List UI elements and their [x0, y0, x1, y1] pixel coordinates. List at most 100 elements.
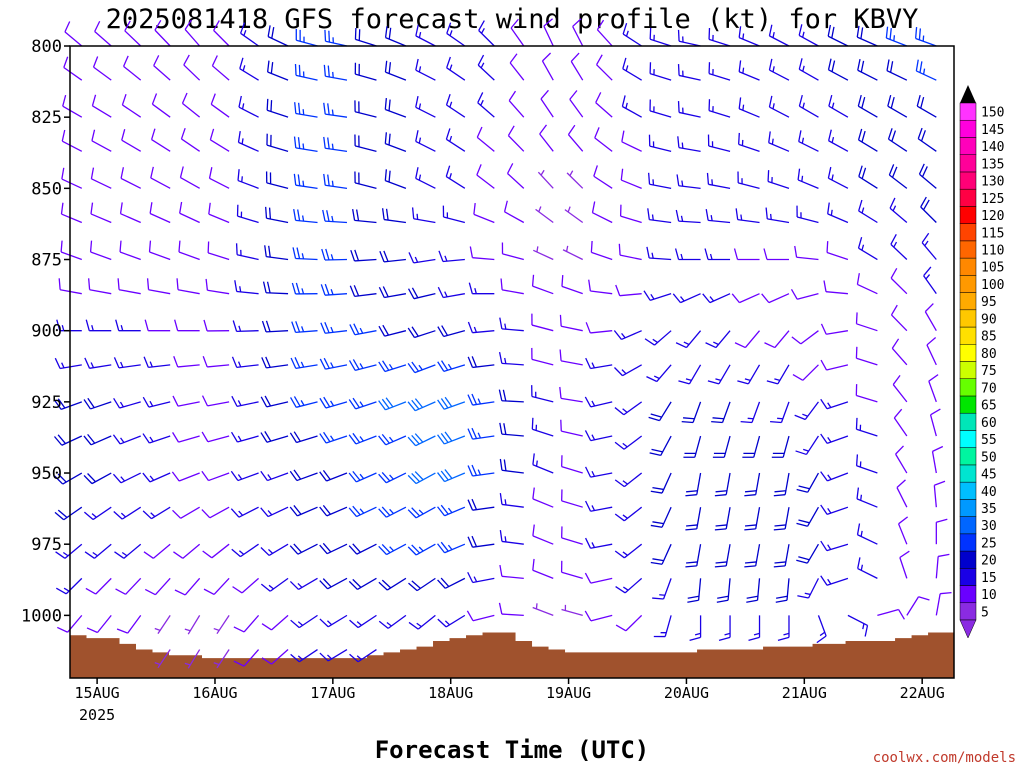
wind-barb [561, 604, 583, 616]
wind-barb [478, 20, 495, 47]
colorbar-swatch [959, 137, 977, 155]
wind-barb [768, 131, 790, 152]
wind-barb [820, 540, 849, 552]
colorbar-label: 55 [981, 433, 997, 448]
wind-barb [171, 471, 200, 482]
wind-barb [858, 199, 878, 224]
wind-barb [775, 578, 790, 603]
wind-barb [115, 577, 142, 595]
wind-barb [569, 90, 584, 118]
colorbar-swatch [959, 516, 977, 535]
wind-barb [83, 506, 112, 521]
wind-barb [260, 543, 289, 556]
wind-barb [924, 303, 937, 332]
wind-barb [469, 246, 495, 261]
wind-barb [184, 615, 201, 635]
x-tick-label: 15AUG [75, 684, 120, 702]
wind-barb [154, 615, 171, 635]
wind-barb [855, 312, 878, 332]
wind-barb [499, 317, 524, 332]
wind-barb [150, 128, 171, 152]
wind-barb [290, 648, 318, 663]
wind-barb [885, 26, 908, 47]
wind-barb [570, 52, 584, 81]
wind-barb [408, 252, 436, 264]
wind-barb [202, 543, 230, 559]
wind-barb [201, 431, 230, 443]
wind-barb [473, 202, 495, 224]
wind-barbs [53, 18, 952, 669]
wind-barb [348, 397, 377, 410]
wind-barb [773, 507, 790, 531]
wind-barb [613, 330, 642, 341]
wind-barb [56, 319, 82, 332]
wind-barb [231, 543, 259, 558]
wind-barb [467, 321, 495, 334]
wind-barb [714, 544, 731, 568]
wind-barb [142, 433, 171, 444]
wind-barb [379, 250, 406, 263]
colorbar-swatch [959, 602, 977, 621]
wind-barb [559, 386, 583, 403]
wind-barb [584, 430, 613, 442]
wind-barb [585, 322, 613, 334]
wind-barb [289, 505, 318, 517]
wind-barb [796, 205, 819, 224]
wind-barb [205, 278, 230, 295]
wind-barb [646, 364, 672, 383]
wind-barb [561, 274, 583, 295]
wind-barb [437, 396, 466, 410]
wind-barb [650, 506, 672, 528]
wind-barb [672, 293, 701, 304]
colorbar-label: 150 [981, 106, 1004, 121]
wind-barb [114, 543, 142, 559]
wind-barb [584, 500, 613, 512]
wind-barb [294, 63, 318, 81]
wind-barb [820, 433, 849, 444]
wind-barb [120, 167, 142, 189]
x-tick-label: 22AUG [900, 684, 945, 702]
colorbar-swatch [959, 344, 977, 362]
wind-barb [172, 395, 200, 407]
colorbar-bottom-arrow [959, 619, 977, 639]
wind-barb [763, 248, 789, 261]
wind-barb [707, 134, 731, 152]
wind-barb [232, 577, 260, 594]
wind-barb [499, 422, 524, 437]
wind-barb [706, 172, 731, 189]
wind-barb [407, 506, 436, 519]
x-tick-label: 21AUG [782, 684, 827, 702]
wind-barb [213, 649, 230, 669]
wind-barb [260, 395, 289, 408]
wind-barb [230, 431, 259, 443]
wind-barb [828, 129, 849, 152]
colorbar-label: 20 [981, 554, 997, 569]
wind-barb [677, 64, 701, 81]
x-tick-label: 20AUG [664, 684, 709, 702]
wind-barb [614, 401, 643, 416]
wind-barb [847, 614, 869, 637]
wind-barb [823, 280, 848, 295]
wind-barb [233, 649, 260, 667]
wind-barb [178, 240, 200, 261]
colorbar-swatch [959, 481, 977, 500]
wind-barb [378, 577, 407, 591]
wind-barb [348, 470, 377, 483]
wind-barb [738, 60, 760, 81]
wind-barb [378, 614, 407, 629]
wind-barb [820, 398, 849, 410]
wind-barb [532, 487, 554, 508]
colorbar-swatch [959, 378, 977, 397]
wind-barb [176, 278, 200, 295]
colorbar-swatch [959, 223, 977, 242]
wind-barb [856, 523, 878, 545]
wind-barb [897, 516, 909, 545]
wind-barb [791, 330, 819, 345]
wind-barb [262, 281, 289, 295]
wind-barb [765, 207, 790, 224]
wind-barb [773, 472, 790, 497]
wind-barb [261, 649, 289, 665]
wind-barb [615, 577, 643, 594]
wind-barb [173, 356, 200, 368]
wind-barb [647, 172, 672, 189]
